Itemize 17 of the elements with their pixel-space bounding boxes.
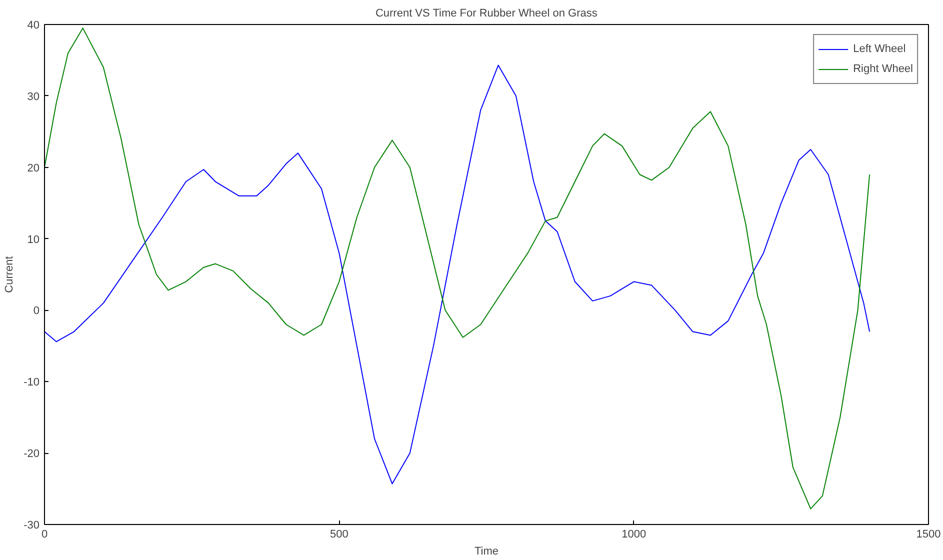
y-tick-label: 0	[33, 305, 40, 318]
x-tick-label: 500	[330, 528, 348, 540]
y-tick-label: 10	[27, 234, 40, 246]
y-tick-label: -10	[24, 376, 40, 389]
y-tick-label: -20	[24, 448, 40, 460]
x-axis-title: Time	[474, 546, 499, 558]
y-tick-label: 20	[27, 162, 40, 174]
x-tick-label: 0	[41, 528, 48, 540]
x-tick-label: 1000	[622, 528, 646, 540]
y-tick-label: 40	[27, 20, 40, 32]
x-tick-label: 1500	[916, 528, 941, 540]
legend-label: Right Wheel	[853, 63, 913, 75]
y-axis-title: Current	[4, 256, 16, 293]
y-tick-label: 30	[27, 90, 40, 103]
chart-title: Current VS Time For Rubber Wheel on Grass	[375, 8, 598, 20]
y-tick-label: -30	[24, 520, 40, 532]
legend-label: Left Wheel	[853, 43, 906, 55]
